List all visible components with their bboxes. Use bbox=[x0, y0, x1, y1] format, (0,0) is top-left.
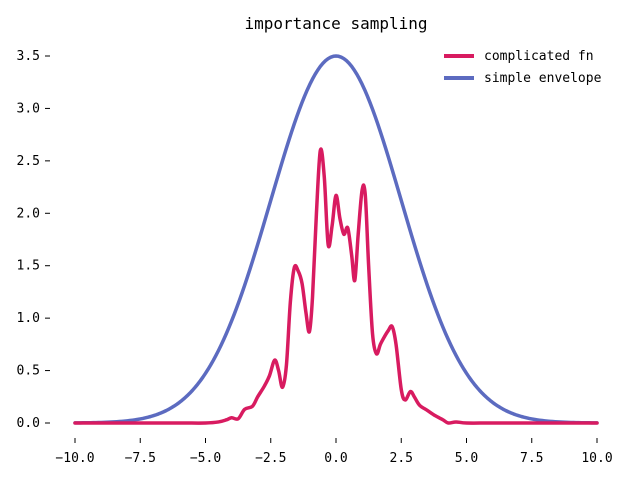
x-tick-label: 10.0 bbox=[581, 451, 612, 466]
x-tick-label: −2.5 bbox=[255, 451, 286, 466]
y-axis: 0.0 0.5 1.0 1.5 2.0 2.5 3.0 3.5 bbox=[17, 49, 50, 431]
x-tick-label: −5.0 bbox=[190, 451, 221, 466]
y-tick-label: 1.0 bbox=[17, 311, 40, 326]
series-line-complicated-fn bbox=[73, 147, 599, 425]
y-tick-label: 0.5 bbox=[17, 364, 40, 379]
y-tick-label: 2.5 bbox=[17, 154, 40, 169]
series-line-simple-envelope bbox=[73, 54, 599, 425]
y-tick-label: 1.5 bbox=[17, 259, 40, 274]
legend: complicated fn simple envelope bbox=[444, 49, 602, 86]
y-tick-label: 2.0 bbox=[17, 206, 40, 221]
y-tick-label: 3.0 bbox=[17, 101, 40, 116]
y-tick-label: 3.5 bbox=[17, 49, 40, 64]
legend-label: complicated fn bbox=[484, 49, 594, 64]
x-tick-label: 0.0 bbox=[324, 451, 347, 466]
chart-title: importance sampling bbox=[244, 14, 427, 33]
x-tick-label: −7.5 bbox=[125, 451, 156, 466]
x-tick-label: −10.0 bbox=[55, 451, 94, 466]
x-tick-label: 5.0 bbox=[455, 451, 478, 466]
x-tick-label: 2.5 bbox=[390, 451, 413, 466]
x-tick-label: 7.5 bbox=[520, 451, 543, 466]
x-axis: −10.0 −7.5 −5.0 −2.5 0.0 2.5 5.0 7.5 10.0 bbox=[55, 438, 613, 466]
plot-area bbox=[73, 54, 599, 425]
y-tick-label: 0.0 bbox=[17, 416, 40, 431]
legend-label: simple envelope bbox=[484, 71, 602, 86]
